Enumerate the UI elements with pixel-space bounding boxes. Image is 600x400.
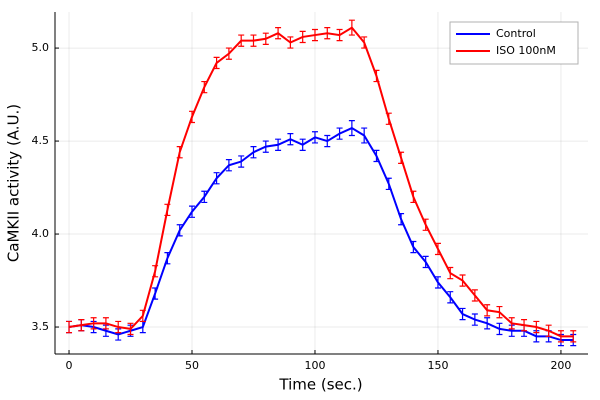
error-bar: [521, 318, 528, 332]
error-bar: [410, 240, 417, 254]
error-bar: [422, 218, 429, 231]
error-bar: [213, 56, 220, 70]
error-bar: [508, 317, 515, 330]
y-tick-label: 4.5: [32, 134, 50, 147]
error-bar: [459, 307, 466, 321]
x-tick-label: 50: [185, 359, 199, 372]
error-bar: [127, 322, 134, 336]
x-tick-label: 200: [550, 359, 571, 372]
error-bar: [410, 190, 417, 204]
error-bar: [152, 265, 159, 278]
error-bar: [299, 30, 306, 44]
y-tick-label: 3.5: [32, 320, 50, 333]
error-bar: [299, 138, 306, 151]
error-bar: [176, 146, 183, 159]
error-bar: [434, 242, 441, 256]
error-bar: [324, 134, 331, 148]
error-bar: [434, 276, 441, 289]
error-bar: [78, 318, 85, 332]
error-bar: [361, 127, 368, 144]
error-bar: [422, 255, 429, 269]
series-line: [68, 26, 574, 338]
error-bar: [385, 177, 392, 191]
error-bar: [496, 322, 503, 336]
error-bar: [102, 317, 109, 330]
error-bar: [262, 140, 269, 153]
error-bar: [348, 120, 355, 137]
y-tick-label: 5.0: [32, 41, 50, 54]
error-bar: [484, 317, 491, 330]
error-bar: [570, 330, 577, 343]
error-bar: [373, 69, 380, 83]
error-bar: [373, 149, 380, 163]
error-bar: [311, 131, 318, 144]
error-bar: [311, 28, 318, 42]
error-bar: [176, 224, 183, 237]
error-bar: [250, 146, 257, 159]
x-tick-label: 0: [66, 359, 73, 372]
error-bar: [471, 289, 478, 302]
error-bar: [496, 305, 503, 319]
error-bar: [115, 320, 122, 334]
error-bar: [336, 28, 343, 42]
legend-label: Control: [496, 27, 536, 40]
error-bar: [262, 32, 269, 45]
error-bar: [287, 133, 294, 146]
error-bar: [484, 304, 491, 317]
error-bar: [545, 324, 552, 337]
error-bar: [557, 330, 564, 343]
y-axis-label: CaMKII activity (A.U.): [5, 104, 23, 262]
error-bar: [189, 110, 196, 124]
error-bar: [152, 287, 159, 300]
legend-label: ISO 100nM: [496, 44, 556, 57]
error-bar: [336, 127, 343, 140]
error-bar: [201, 80, 208, 94]
error-bar: [201, 190, 208, 204]
error-bar: [459, 274, 466, 287]
error-bar: [238, 155, 245, 168]
y-tick-label: 4.0: [32, 227, 50, 240]
error-bar: [164, 252, 171, 265]
error-bar: [213, 172, 220, 185]
error-bar: [238, 34, 245, 47]
error-bar: [398, 151, 405, 164]
error-bar: [90, 317, 97, 330]
error-bar: [189, 205, 196, 218]
error-bar: [533, 320, 540, 334]
error-bar: [66, 320, 73, 334]
error-bar: [471, 313, 478, 326]
legend-box: [449, 21, 579, 65]
x-tick-label: 150: [427, 359, 448, 372]
error-bar: [324, 27, 331, 40]
error-bar: [139, 309, 146, 323]
error-bar: [275, 27, 282, 40]
error-bar: [447, 291, 454, 304]
error-bar: [164, 203, 171, 217]
error-bar: [225, 47, 232, 60]
error-bar: [361, 36, 368, 49]
error-bar: [447, 266, 454, 280]
x-axis-label: Time (sec.): [278, 376, 362, 394]
error-bar: [385, 112, 392, 125]
error-bar: [348, 19, 355, 36]
x-tick-label: 100: [304, 359, 325, 372]
error-bar: [250, 34, 257, 47]
error-bar: [398, 212, 405, 226]
error-bar: [287, 36, 294, 49]
error-bar: [225, 159, 232, 172]
error-bar: [275, 138, 282, 151]
